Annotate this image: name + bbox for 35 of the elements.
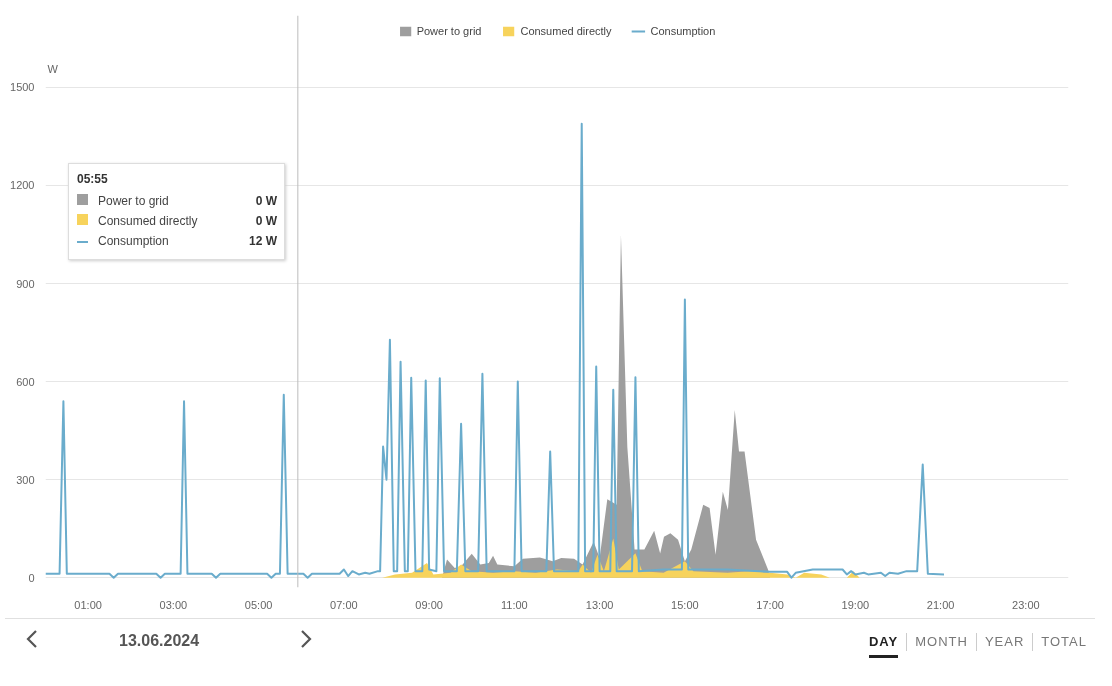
y-tick-label: 600 — [16, 375, 35, 388]
x-tick-label: 17:00 — [756, 598, 784, 611]
legend-label: Power to grid — [416, 25, 482, 37]
legend-label: Consumption — [650, 25, 716, 37]
annotation: 0 W — [255, 214, 277, 228]
x-tick-label: 21:00 — [926, 598, 955, 611]
x-tick-label: 23:00 — [1012, 598, 1040, 611]
text: TOTAL — [1041, 632, 1087, 651]
text: 13.06.2024 — [119, 631, 200, 652]
x-tick-label: 05:00 — [244, 598, 273, 611]
y-axis-title: W — [47, 63, 59, 76]
line-series — [45, 122, 946, 579]
annotation: 12 W — [248, 234, 277, 248]
annotation: 0 W — [255, 194, 277, 208]
annotation: 05:55 — [77, 172, 109, 186]
x-tick-label: 03:00 — [159, 598, 188, 611]
x-tick-label: 09:00 — [415, 598, 443, 611]
y-tick-label: 900 — [16, 277, 35, 290]
y-tick-label: 1200 — [10, 179, 35, 192]
text: MONTH — [915, 632, 968, 651]
annotation: Consumed directly — [98, 214, 198, 228]
x-tick-label: 13:00 — [585, 598, 614, 611]
x-tick-label: 19:00 — [841, 598, 870, 611]
y-tick-label: 300 — [16, 473, 35, 486]
annotation: Consumption — [98, 234, 169, 248]
text: DAY — [868, 627, 899, 658]
x-tick-label: 11:00 — [501, 598, 528, 611]
legend-label: Consumed directly — [520, 25, 612, 37]
x-tick-label: 15:00 — [671, 598, 699, 611]
y-tick-label: 1500 — [10, 81, 35, 94]
x-tick-label: 01:00 — [74, 598, 102, 611]
x-tick-label: 07:00 — [330, 598, 358, 611]
annotation: Power to grid — [98, 194, 169, 208]
y-tick-label: 0 — [28, 571, 35, 584]
text: YEAR — [984, 632, 1025, 651]
